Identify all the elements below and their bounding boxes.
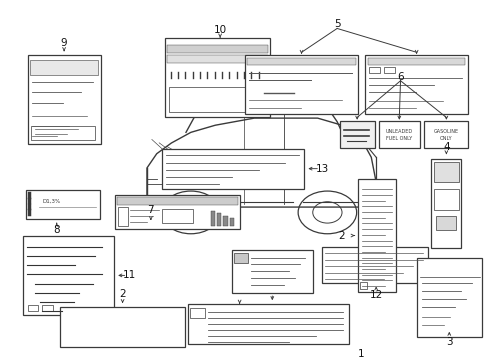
Bar — [416, 258, 481, 337]
Bar — [217, 213, 221, 226]
Text: 5: 5 — [333, 19, 340, 29]
Bar — [357, 179, 395, 292]
Bar — [162, 149, 304, 189]
Text: 2: 2 — [338, 230, 345, 240]
Bar — [167, 45, 267, 53]
Text: 8: 8 — [53, 225, 60, 235]
Bar — [22, 236, 114, 315]
Bar — [31, 126, 95, 140]
Bar — [118, 207, 128, 226]
Text: 3: 3 — [445, 337, 452, 347]
Text: 2: 2 — [119, 289, 125, 299]
Bar — [25, 190, 100, 219]
Bar — [339, 121, 374, 148]
Bar — [167, 55, 267, 63]
Text: GASOLINE: GASOLINE — [433, 130, 458, 135]
Bar — [247, 58, 355, 66]
Bar — [115, 195, 239, 229]
Bar — [433, 162, 458, 182]
Text: 10: 10 — [213, 25, 226, 35]
Bar — [27, 55, 101, 144]
Bar — [117, 197, 237, 204]
Bar — [210, 211, 215, 226]
Bar — [368, 67, 379, 73]
Text: 7: 7 — [147, 204, 154, 215]
Bar — [244, 55, 357, 114]
Text: 13: 13 — [315, 164, 328, 174]
Bar — [435, 216, 455, 230]
Bar — [424, 121, 468, 148]
Bar — [60, 307, 184, 347]
Bar — [378, 121, 419, 148]
Text: FUEL ONLY: FUEL ONLY — [386, 136, 411, 141]
Bar — [430, 159, 461, 248]
Bar — [321, 247, 427, 283]
Bar — [223, 216, 227, 226]
Bar — [30, 60, 98, 75]
Bar — [367, 58, 465, 66]
Text: UNLEADED: UNLEADED — [385, 130, 412, 135]
Bar — [164, 39, 270, 117]
Bar — [359, 282, 366, 289]
Text: ONLY: ONLY — [439, 136, 452, 141]
Bar — [229, 218, 234, 226]
Bar — [433, 189, 458, 210]
Text: 1: 1 — [358, 349, 364, 359]
Bar — [190, 308, 204, 319]
Text: 12: 12 — [369, 290, 382, 300]
Bar — [234, 253, 247, 263]
Bar — [27, 305, 38, 311]
Bar — [42, 305, 53, 311]
Bar — [187, 304, 348, 344]
Bar — [168, 87, 264, 112]
Text: 11: 11 — [123, 270, 136, 280]
Bar — [161, 209, 193, 223]
Text: 9: 9 — [61, 39, 67, 48]
Bar — [365, 55, 467, 114]
Text: 4: 4 — [442, 141, 449, 152]
Text: D1,3%: D1,3% — [42, 199, 61, 204]
Text: 6: 6 — [396, 72, 403, 82]
Bar — [383, 67, 394, 73]
Bar — [231, 250, 312, 293]
